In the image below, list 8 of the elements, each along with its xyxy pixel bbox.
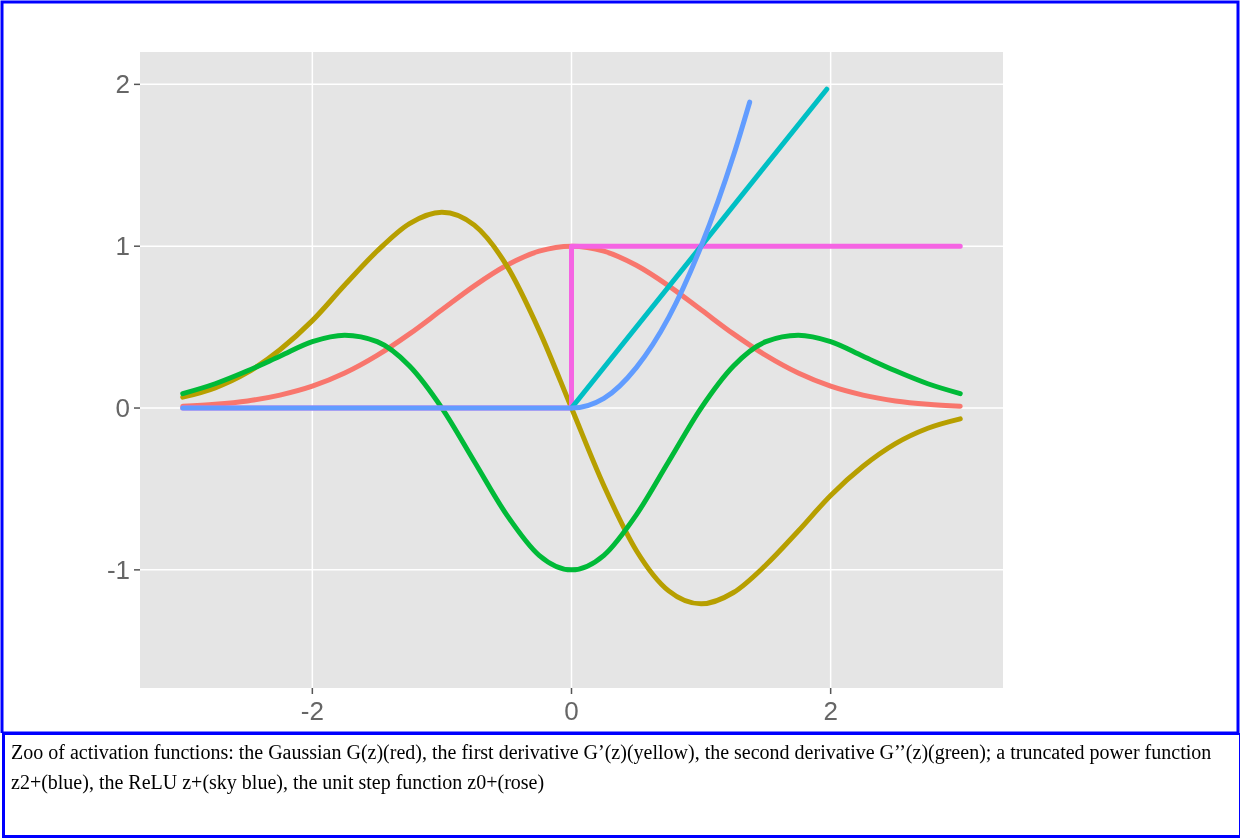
x-tick-label: 0 bbox=[564, 696, 579, 726]
y-tick-label: 0 bbox=[115, 393, 130, 424]
y-tick-label: 1 bbox=[115, 231, 130, 262]
x-tick-label: 2 bbox=[823, 696, 838, 726]
y-tick-label: 2 bbox=[115, 69, 130, 100]
text: Zoo of activation functions: the Gaussian G(z)(red), the first derivative G’(z)(yellow), the second derivative G’’(z)(green); a truncated power function z2+(blue), the ReLU z+(sky blue), the unit step function z0+(rose) bbox=[11, 740, 1213, 796]
y-tick-label: -1 bbox=[106, 554, 130, 585]
x-tick-label: -2 bbox=[300, 696, 324, 726]
